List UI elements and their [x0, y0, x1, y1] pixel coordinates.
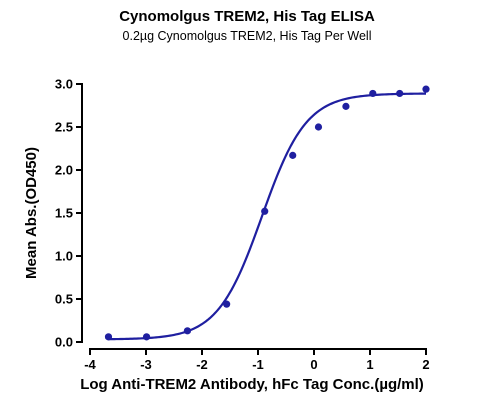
data-point: [261, 207, 269, 215]
data-point: [396, 89, 404, 98]
chart-subtitle: 0.2µg Cynomolgus TREM2, His Tag Per Well: [123, 29, 372, 43]
x-tick-label: 1: [366, 357, 373, 372]
data-point: [369, 89, 377, 98]
x-axis-label: Log Anti-TREM2 Antibody, hFc Tag Conc.(µ…: [80, 376, 424, 393]
fit-curve: [108, 92, 427, 341]
plot-area: [104, 85, 430, 341]
y-tick-label: 0.0: [55, 335, 73, 350]
y-tick-label: 3.0: [55, 77, 73, 92]
data-point: [422, 85, 430, 93]
x-axis: -4 -3 -2 -1 0 1 2: [84, 348, 430, 372]
data-point: [223, 300, 231, 308]
y-tick-label: 1.5: [55, 206, 73, 221]
x-tick-label: -3: [140, 357, 152, 372]
y-tick-label: 2.0: [55, 163, 73, 178]
x-tick-label: 2: [422, 357, 429, 372]
data-point: [314, 123, 323, 131]
y-tick-label: 1.0: [55, 249, 73, 264]
data-point: [142, 333, 151, 341]
data-point: [183, 327, 192, 335]
data-points: [104, 85, 430, 341]
x-tick-label: -2: [196, 357, 208, 372]
x-tick-label: 0: [310, 357, 317, 372]
x-tick-label: -1: [252, 357, 264, 372]
x-tick-label: -4: [84, 357, 96, 372]
y-axis: 0.0 0.5 1.0 1.5 2.0 2.5 3.0: [55, 77, 83, 350]
y-tick-label: 0.5: [55, 292, 73, 307]
y-ticks: 0.0 0.5 1.0 1.5 2.0 2.5 3.0: [55, 77, 82, 350]
data-point: [289, 151, 297, 159]
y-axis-label: Mean Abs.(OD450): [23, 147, 40, 279]
chart-title: Cynomolgus TREM2, His Tag ELISA: [119, 8, 375, 25]
data-point: [104, 333, 113, 341]
x-ticks: -4 -3 -2 -1 0 1 2: [84, 349, 430, 372]
y-tick-label: 2.5: [55, 120, 73, 135]
data-point: [342, 102, 350, 110]
